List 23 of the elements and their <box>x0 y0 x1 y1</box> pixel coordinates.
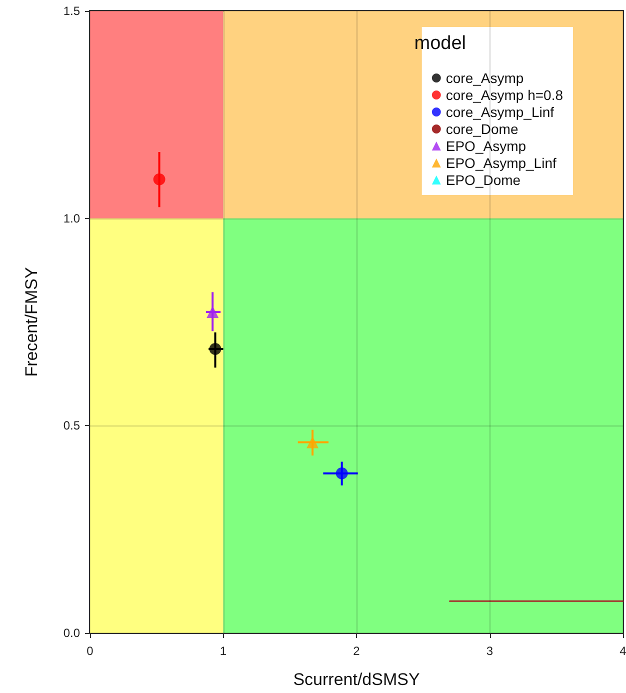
y-tick-label: 1.0 <box>63 211 80 226</box>
legend-label: EPO_Asymp_Linf <box>446 155 556 171</box>
point <box>206 306 219 318</box>
legend-title: model <box>414 33 466 54</box>
y-axis-title: Frecent/FMSY <box>22 267 41 377</box>
y-tick-label: 1.5 <box>63 4 80 18</box>
legend-label: core_Dome <box>446 121 518 137</box>
point <box>209 342 222 355</box>
legend-label: core_Asymp_Linf <box>446 104 554 120</box>
point <box>153 173 166 186</box>
legend-label: core_Asymp h=0.8 <box>446 87 564 103</box>
point <box>336 467 348 480</box>
legend-label: EPO_Asymp <box>446 138 526 154</box>
y-tick-label: 0.0 <box>63 626 80 640</box>
x-tick-label: 0 <box>86 644 94 658</box>
x-tick-label: 4 <box>620 644 626 658</box>
x-tick-label: 3 <box>486 644 494 658</box>
y-tick-label: 0.5 <box>63 418 80 433</box>
x-tick-label: 2 <box>353 644 360 658</box>
x-tick-label: 1 <box>220 644 227 658</box>
x-axis-title: Scurrent/dSMSY <box>293 670 420 689</box>
legend-label: core_Asymp <box>446 70 524 86</box>
legend-label: EPO_Dome <box>446 172 521 188</box>
